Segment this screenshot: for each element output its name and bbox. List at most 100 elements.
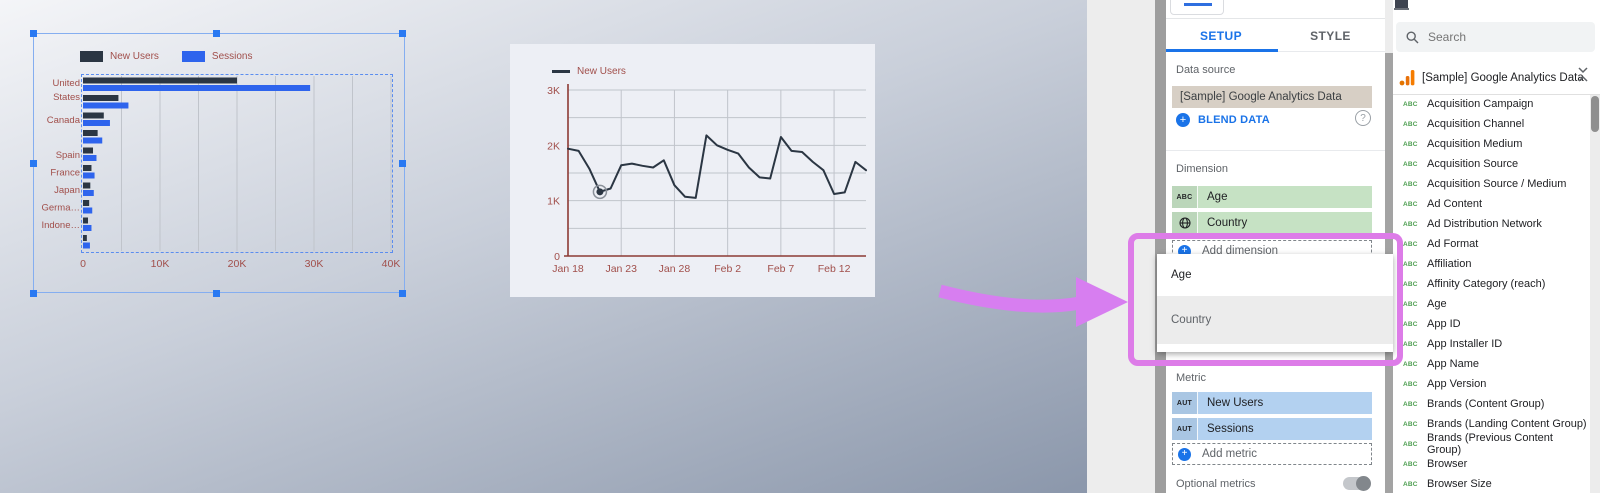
toggle-knob (1356, 476, 1371, 491)
selection-handle-sw[interactable] (30, 290, 37, 297)
svg-text:Indone…: Indone… (41, 220, 80, 231)
google-analytics-icon (1399, 70, 1415, 86)
field-list-item[interactable]: ABC App Name (1393, 354, 1590, 374)
selection-handle-nw[interactable] (30, 30, 37, 37)
field-list-item[interactable]: ABC Ad Distribution Network (1393, 214, 1590, 234)
help-icon[interactable]: ? (1355, 110, 1371, 126)
svg-text:20K: 20K (228, 258, 247, 270)
dimension-chip-country[interactable]: Country (1172, 212, 1372, 234)
add-metric-button[interactable]: + Add metric (1172, 443, 1372, 465)
svg-text:2K: 2K (547, 140, 560, 152)
legend-label-new-users: New Users (110, 51, 159, 62)
field-name: Browser (1427, 458, 1468, 470)
selection-handle-se[interactable] (399, 290, 406, 297)
legend-line-swatch (552, 70, 570, 73)
field-list-item[interactable]: ABC Acquisition Channel (1393, 114, 1590, 134)
field-list-item[interactable]: ABC Browser (1393, 454, 1590, 474)
field-name: Brands (Content Group) (1427, 398, 1545, 410)
data-source-header[interactable]: [Sample] Google Analytics Data (1393, 62, 1600, 93)
field-name: Acquisition Source / Medium (1427, 178, 1567, 190)
field-list-item[interactable]: ABC Affiliation (1393, 254, 1590, 274)
section-divider (1166, 150, 1385, 151)
selection-handle-n[interactable] (213, 30, 220, 37)
chart-type-button[interactable] (1170, 0, 1224, 15)
canvas-gutter (1087, 0, 1155, 493)
line-chart-widget[interactable]: New Users Jan 18 Jan 23 Jan 28 Feb 2 Feb 7 Fe… (510, 44, 875, 297)
collapse-fields-icon[interactable] (1577, 67, 1589, 83)
field-list-item[interactable]: ABC Browser Size (1393, 474, 1590, 493)
field-list: ABC Acquisition Campaign ABC Acquisition Ch… (1393, 94, 1590, 493)
metric-chip-sessions[interactable]: AUT Sessions (1172, 418, 1372, 440)
fields-divider (1393, 94, 1600, 95)
tab-style[interactable]: STYLE (1310, 28, 1351, 43)
field-search-box[interactable] (1396, 22, 1595, 52)
field-type-badge: ABC (1403, 420, 1418, 428)
bar-chart-plot: United States Canada Spain France Japan Germa…… (41, 76, 401, 270)
plus-icon: + (1178, 447, 1191, 461)
svg-text:40K: 40K (382, 258, 401, 270)
dimension-chip-age[interactable]: ABC Age (1172, 186, 1372, 208)
data-source-label: Data source (1176, 64, 1236, 76)
field-name: App Name (1427, 358, 1479, 370)
field-list-item[interactable]: ABC Acquisition Medium (1393, 134, 1590, 154)
field-type-badge: ABC (1403, 100, 1418, 108)
field-type-badge: ABC (1403, 200, 1418, 208)
blend-data-button[interactable]: + BLEND DATA (1176, 112, 1270, 128)
field-type-badge: ABC (1403, 280, 1418, 288)
search-input[interactable] (1428, 30, 1578, 44)
selection-handle-ne[interactable] (399, 30, 406, 37)
search-icon (1406, 30, 1419, 43)
panel-divider (1166, 18, 1385, 19)
blend-data-label: BLEND DATA (1198, 114, 1270, 126)
field-name: Ad Content (1427, 198, 1483, 210)
field-list-item[interactable]: ABC Ad Format (1393, 234, 1590, 254)
field-name: Acquisition Source (1427, 158, 1519, 170)
field-list-item[interactable]: ABC Acquisition Source (1393, 154, 1590, 174)
field-list-scrollbar-thumb[interactable] (1591, 96, 1599, 132)
field-list-item[interactable]: ABC Age (1393, 294, 1590, 314)
metric-chip-new-users[interactable]: AUT New Users (1172, 392, 1372, 414)
field-type-badge: ABC (1403, 220, 1418, 228)
selection-handle-e[interactable] (399, 160, 406, 167)
field-list-scrollbar-track[interactable] (1590, 95, 1600, 493)
bar-chart-widget[interactable]: New Users Sessions United States Canada Spa… (30, 30, 406, 297)
field-list-item[interactable]: ABC App Installer ID (1393, 334, 1590, 354)
field-list-item[interactable]: ABC Affinity Category (reach) (1393, 274, 1590, 294)
properties-panel: SETUP STYLE Data source [Sample] Google … (1166, 0, 1385, 493)
field-type-badge: ABC (1403, 320, 1418, 328)
field-type-badge: ABC (1403, 480, 1418, 488)
chart-type-icon-underline (1394, 8, 1409, 10)
svg-text:3K: 3K (547, 85, 560, 97)
field-list-item[interactable]: ABC Acquisition Source / Medium (1393, 174, 1590, 194)
field-type-badge: ABC (1403, 260, 1418, 268)
field-name: Browser Size (1427, 478, 1492, 490)
chip-label: Sessions (1207, 423, 1254, 435)
svg-text:30K: 30K (305, 258, 324, 270)
tab-setup[interactable]: SETUP (1199, 28, 1242, 43)
svg-text:Japan: Japan (54, 185, 80, 196)
field-list-item[interactable]: ABC Brands (Content Group) (1393, 394, 1590, 414)
bar-chart-legend: New Users Sessions (80, 51, 252, 62)
dropdown-option-age[interactable]: Age (1157, 254, 1393, 296)
canvas-scrollbar[interactable] (1155, 0, 1166, 493)
report-canvas[interactable]: New Users Sessions United States Canada Spa… (0, 0, 1128, 493)
svg-text:1K: 1K (547, 196, 560, 208)
field-list-item[interactable]: ABC Brands (Previous Content Group) (1393, 432, 1590, 456)
field-type-badge: ABC (1403, 400, 1418, 408)
panel-tabs: SETUP STYLE (1166, 19, 1385, 52)
field-name: Ad Distribution Network (1427, 218, 1542, 230)
field-list-item[interactable]: ABC App Version (1393, 374, 1590, 394)
field-type-badge: ABC (1403, 140, 1418, 148)
selection-handle-w[interactable] (30, 160, 37, 167)
bar-chart-plot-selection-outline (81, 74, 393, 253)
field-list-item[interactable]: ABC Ad Content (1393, 194, 1590, 214)
field-list-item[interactable]: ABC App ID (1393, 314, 1590, 334)
data-source-chip[interactable]: [Sample] Google Analytics Data (1172, 86, 1372, 108)
optional-metrics-toggle[interactable] (1343, 476, 1371, 491)
field-list-item[interactable]: ABC Brands (Landing Content Group) (1393, 414, 1590, 434)
field-name: App Version (1427, 378, 1487, 390)
dropdown-option-country[interactable]: Country (1157, 296, 1393, 344)
selection-handle-s[interactable] (213, 290, 220, 297)
field-name: Ad Format (1427, 238, 1479, 250)
field-list-item[interactable]: ABC Acquisition Campaign (1393, 94, 1590, 114)
